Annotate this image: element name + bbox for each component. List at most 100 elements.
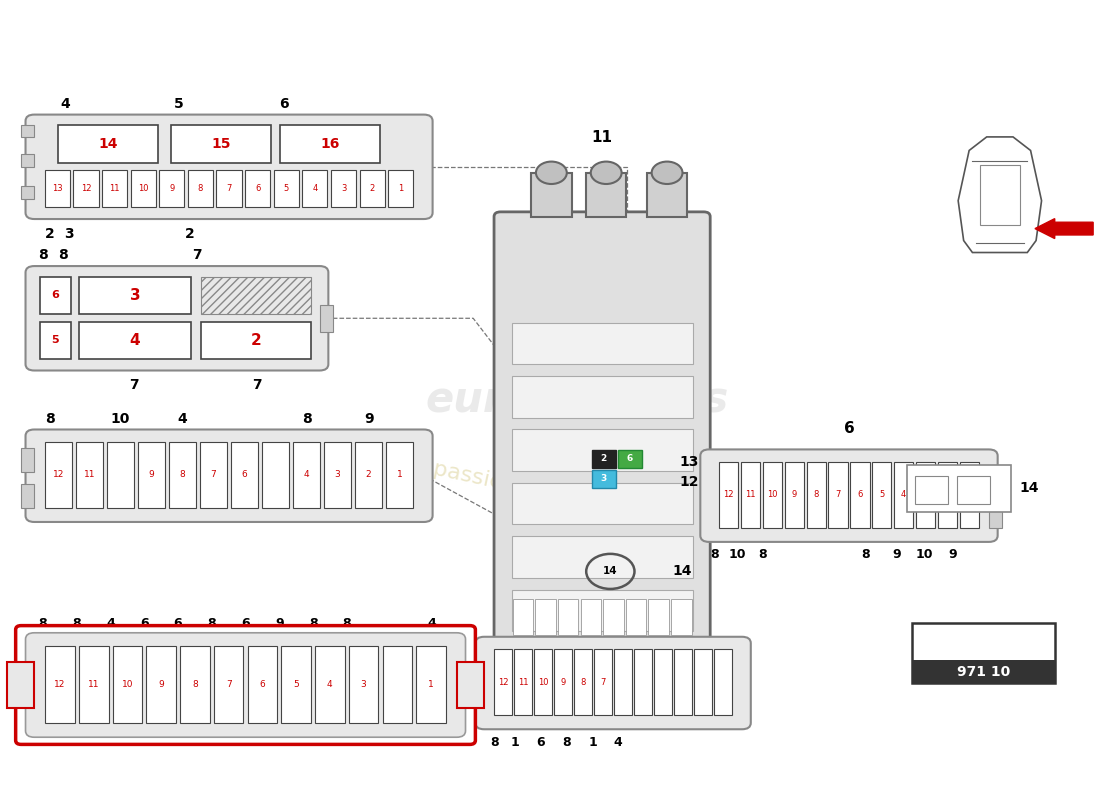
- Bar: [383, 646, 412, 722]
- Text: 12: 12: [724, 490, 734, 499]
- Text: 7: 7: [252, 378, 262, 393]
- Text: 14: 14: [1020, 482, 1040, 495]
- Bar: [558, 599, 579, 635]
- Text: 8: 8: [39, 617, 47, 630]
- FancyBboxPatch shape: [25, 266, 329, 370]
- Bar: [649, 599, 669, 635]
- Bar: [320, 305, 333, 332]
- Text: 4: 4: [130, 333, 141, 348]
- Bar: [957, 476, 990, 504]
- Text: 8: 8: [73, 617, 81, 630]
- Text: 9: 9: [560, 678, 565, 686]
- Bar: [937, 462, 957, 528]
- Bar: [112, 646, 142, 722]
- Bar: [906, 466, 1011, 512]
- FancyBboxPatch shape: [25, 633, 465, 738]
- Bar: [574, 650, 592, 715]
- Text: 3: 3: [361, 680, 366, 689]
- Bar: [293, 442, 320, 508]
- Bar: [989, 504, 1002, 527]
- Bar: [138, 442, 165, 508]
- Bar: [79, 646, 109, 722]
- Text: 8: 8: [39, 248, 47, 262]
- Text: 6: 6: [241, 617, 250, 630]
- Bar: [763, 462, 782, 528]
- Text: 8: 8: [309, 617, 318, 630]
- Text: 9: 9: [148, 470, 154, 479]
- Text: 10: 10: [768, 490, 778, 499]
- Text: 14: 14: [98, 137, 118, 151]
- Bar: [806, 462, 826, 528]
- Bar: [512, 430, 693, 471]
- Bar: [912, 623, 1055, 683]
- Bar: [170, 125, 272, 163]
- Text: 2: 2: [365, 470, 372, 479]
- Bar: [355, 442, 382, 508]
- Text: 10: 10: [916, 548, 933, 562]
- Bar: [360, 170, 385, 206]
- Bar: [388, 170, 414, 206]
- Bar: [674, 650, 692, 715]
- Text: 7: 7: [130, 378, 139, 393]
- Text: 11: 11: [109, 184, 120, 193]
- Bar: [828, 462, 848, 528]
- Bar: [512, 483, 693, 524]
- Bar: [40, 322, 72, 358]
- Text: 6: 6: [844, 421, 855, 436]
- Text: a passion for parts since 1985: a passion for parts since 1985: [410, 455, 745, 545]
- Text: 10: 10: [110, 412, 130, 426]
- Text: 11: 11: [84, 470, 96, 479]
- Text: 1: 1: [967, 490, 971, 499]
- Bar: [980, 165, 1020, 225]
- Text: 3: 3: [601, 474, 607, 483]
- Text: 1: 1: [428, 680, 435, 689]
- Text: 9: 9: [275, 617, 284, 630]
- Bar: [671, 599, 692, 635]
- Text: 6: 6: [278, 98, 288, 111]
- Text: 8: 8: [208, 617, 216, 630]
- Bar: [349, 646, 378, 722]
- Text: 8: 8: [302, 412, 311, 426]
- Text: 14: 14: [673, 565, 692, 578]
- Text: 12: 12: [497, 678, 508, 686]
- Text: 7: 7: [226, 680, 231, 689]
- Bar: [494, 650, 512, 715]
- Bar: [45, 170, 70, 206]
- Text: 7: 7: [601, 678, 606, 686]
- Text: 6: 6: [174, 617, 183, 630]
- Text: 4: 4: [60, 98, 70, 111]
- Text: 1: 1: [588, 736, 597, 749]
- Text: 4: 4: [427, 617, 436, 630]
- Bar: [535, 650, 552, 715]
- Text: 7: 7: [211, 470, 217, 479]
- Text: 4: 4: [312, 184, 318, 193]
- Text: 9: 9: [892, 548, 901, 562]
- Text: 2: 2: [251, 333, 261, 348]
- Bar: [169, 442, 196, 508]
- Text: 5: 5: [284, 184, 289, 193]
- Bar: [21, 125, 34, 138]
- Bar: [7, 662, 34, 708]
- Text: 7: 7: [227, 184, 232, 193]
- Text: 4: 4: [304, 470, 309, 479]
- Text: 8: 8: [562, 736, 571, 749]
- Text: 2: 2: [370, 184, 375, 193]
- Bar: [513, 599, 534, 635]
- Text: 11: 11: [518, 678, 528, 686]
- Text: 8: 8: [491, 736, 498, 749]
- Bar: [262, 442, 289, 508]
- Bar: [331, 170, 356, 206]
- Bar: [512, 590, 693, 631]
- Bar: [514, 650, 531, 715]
- Text: 6: 6: [242, 470, 248, 479]
- Text: 6: 6: [857, 490, 862, 499]
- Bar: [21, 484, 34, 508]
- Text: 8: 8: [342, 617, 351, 630]
- Text: 2: 2: [185, 227, 195, 241]
- Text: 6: 6: [537, 736, 546, 749]
- Text: 10: 10: [728, 548, 746, 562]
- Bar: [872, 462, 891, 528]
- Bar: [200, 442, 228, 508]
- Text: 8: 8: [758, 548, 767, 562]
- Bar: [618, 450, 642, 468]
